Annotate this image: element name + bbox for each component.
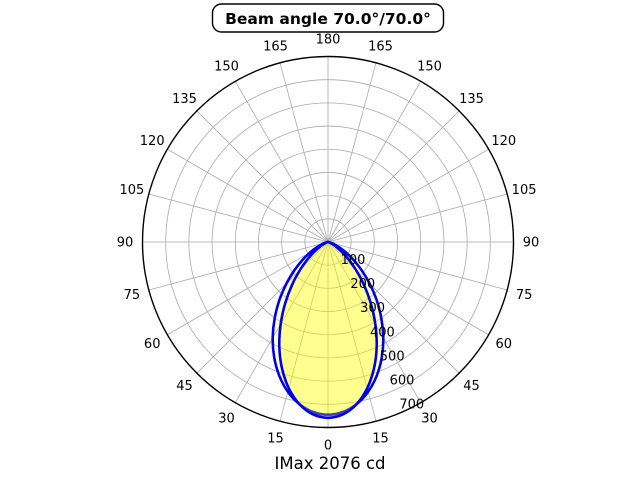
beam-curve-c90 <box>277 240 379 420</box>
r-tick-label: 100 <box>341 253 366 268</box>
beam-curve-c0 <box>271 240 385 416</box>
r-grid-circle <box>234 148 422 336</box>
angle-tick-label: 45 <box>463 379 480 394</box>
angle-tick-label: 105 <box>119 183 144 198</box>
r-grid-circle <box>281 195 375 289</box>
r-grid-circle <box>211 125 445 359</box>
polar-axis-circle <box>141 55 515 429</box>
r-grid-circle <box>258 172 398 312</box>
angle-tick-label: 135 <box>172 92 197 107</box>
r-tick-label: 600 <box>390 374 415 389</box>
r-tick-label: 700 <box>399 398 424 413</box>
r-tick-label: 200 <box>350 277 375 292</box>
angle-tick-label: 15 <box>267 432 284 447</box>
angle-tick-label: 0 <box>324 439 332 454</box>
angle-tick-label: 165 <box>263 39 288 54</box>
chart-title-box: Beam angle 70.0°/70.0° <box>211 3 445 33</box>
r-grid-circle <box>165 79 491 405</box>
angle-tick-label: 60 <box>144 337 161 352</box>
angle-tick-label: 60 <box>496 337 513 352</box>
r-tick-label: 400 <box>370 325 395 340</box>
chart-title: Beam angle 70.0°/70.0° <box>225 10 431 28</box>
beam-curves <box>271 240 385 420</box>
angle-tick-label: 75 <box>124 288 141 303</box>
angle-tick-label: 150 <box>417 60 442 75</box>
imax-label: IMax 2076 cd <box>274 454 385 473</box>
r-tick-label: 300 <box>360 301 385 316</box>
angle-tick-label: 120 <box>491 134 516 149</box>
polar-grid <box>141 55 515 429</box>
angle-tick-label: 165 <box>368 39 393 54</box>
angle-tick-label: 90 <box>523 236 540 251</box>
angle-tick-label: 135 <box>459 92 484 107</box>
angle-tick-label: 105 <box>512 183 537 198</box>
r-tick-label: 500 <box>380 349 405 364</box>
r-grid-circle <box>188 102 468 382</box>
angle-tick-label: 75 <box>516 288 533 303</box>
angle-tick-label: 180 <box>316 33 341 48</box>
angle-tick-label: 120 <box>140 134 165 149</box>
angle-tick-label: 30 <box>421 411 438 426</box>
angle-tick-label: 150 <box>214 60 239 75</box>
angle-tick-label: 30 <box>218 411 235 426</box>
angle-tick-label: 45 <box>176 379 193 394</box>
r-grid-circle <box>304 218 352 266</box>
angle-tick-label: 90 <box>117 236 134 251</box>
angle-tick-label: 15 <box>372 432 389 447</box>
chart-title-border <box>211 3 445 33</box>
